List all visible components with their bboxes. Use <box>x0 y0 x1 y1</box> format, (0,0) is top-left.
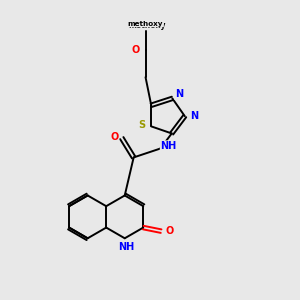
Text: methoxy: methoxy <box>128 21 166 30</box>
Text: N: N <box>175 89 183 99</box>
Text: O: O <box>132 45 140 56</box>
Text: N: N <box>190 111 198 121</box>
Text: S: S <box>138 120 145 130</box>
Text: NH: NH <box>118 242 134 252</box>
Text: NH: NH <box>160 141 177 151</box>
Text: O: O <box>110 132 118 142</box>
Text: O: O <box>166 226 174 236</box>
Text: methoxy: methoxy <box>128 21 163 27</box>
